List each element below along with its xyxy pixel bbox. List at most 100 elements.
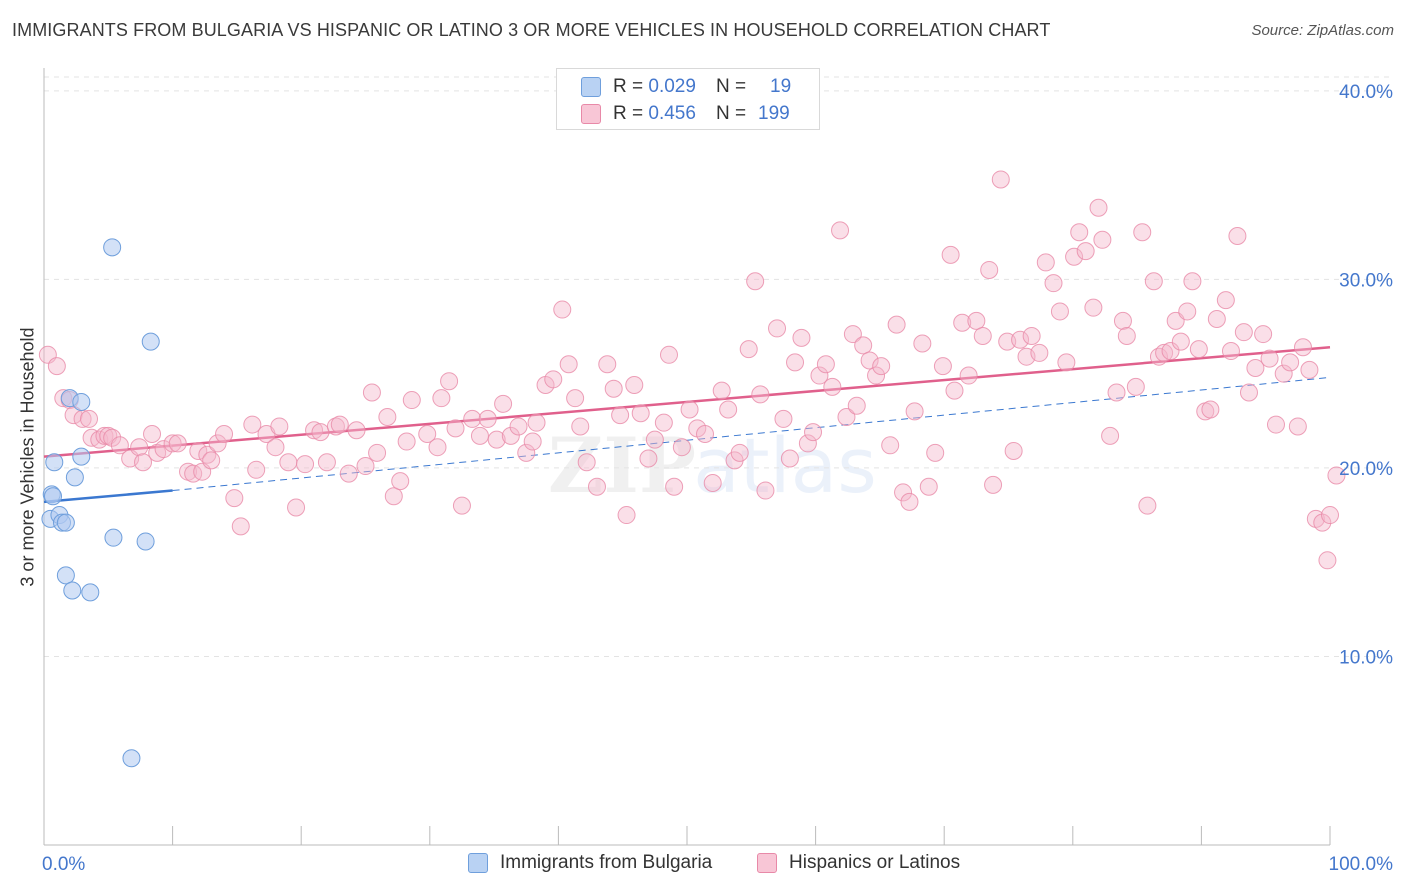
point-hispanic: [919, 477, 938, 496]
point-bulgaria: [72, 392, 91, 411]
point-hispanic: [1207, 309, 1226, 328]
point-hispanic: [470, 426, 489, 445]
point-hispanic: [418, 424, 437, 443]
point-hispanic: [672, 438, 691, 457]
point-hispanic: [356, 457, 375, 476]
point-hispanic: [768, 319, 787, 338]
point-hispanic: [571, 417, 590, 436]
point-hispanic: [887, 315, 906, 334]
legend-n-value: 19: [770, 76, 792, 97]
point-bulgaria: [141, 332, 160, 351]
point-hispanic: [926, 443, 945, 462]
point-hispanic: [1093, 230, 1112, 249]
point-hispanic: [509, 417, 528, 436]
point-hispanic: [696, 424, 715, 443]
point-hispanic: [279, 453, 298, 472]
point-hispanic: [1161, 342, 1180, 361]
point-bulgaria: [56, 566, 75, 585]
point-hispanic: [1281, 353, 1300, 372]
point-hispanic: [1266, 415, 1285, 434]
point-hispanic: [1313, 513, 1332, 532]
point-hispanic: [730, 443, 749, 462]
point-hispanic: [1057, 353, 1076, 372]
point-bulgaria: [104, 528, 123, 547]
point-hispanic: [1084, 298, 1103, 317]
point-hispanic: [941, 245, 960, 264]
point-hispanic: [154, 440, 173, 459]
point-hispanic: [780, 449, 799, 468]
point-hispanic: [501, 426, 520, 445]
point-hispanic: [617, 506, 636, 525]
point-hispanic: [143, 424, 162, 443]
point-hispanic: [95, 426, 114, 445]
source-label: Source: ZipAtlas.com: [1251, 22, 1394, 39]
point-hispanic: [397, 432, 416, 451]
point-hispanic: [208, 434, 227, 453]
point-hispanic: [1011, 330, 1030, 349]
point-hispanic: [110, 436, 129, 455]
point-hispanic: [566, 389, 585, 408]
bottom-legend-swatch-pink: [757, 853, 777, 873]
point-hispanic: [1293, 338, 1312, 357]
point-hispanic: [311, 423, 330, 442]
point-hispanic: [452, 496, 471, 515]
point-hispanic: [247, 460, 266, 479]
point-hispanic: [631, 404, 650, 423]
point-hispanic: [1171, 332, 1190, 351]
point-hispanic: [1070, 223, 1089, 242]
legend-r-label: R =: [613, 103, 644, 124]
point-hispanic: [611, 406, 630, 425]
point-hispanic: [339, 464, 358, 483]
point-hispanic: [287, 498, 306, 517]
point-hispanic: [317, 453, 336, 472]
point-hispanic: [1221, 342, 1240, 361]
point-hispanic: [527, 413, 546, 432]
point-bulgaria: [65, 468, 84, 487]
point-hispanic: [1189, 340, 1208, 359]
grid: [44, 76, 1392, 657]
point-hispanic: [816, 355, 835, 374]
point-hispanic: [1126, 377, 1145, 396]
point-hispanic: [1004, 441, 1023, 460]
point-bulgaria: [63, 581, 82, 600]
point-hispanic: [854, 336, 873, 355]
point-hispanic: [598, 355, 617, 374]
point-hispanic: [847, 396, 866, 415]
point-hispanic: [860, 351, 879, 370]
point-hispanic: [391, 472, 410, 491]
point-hispanic: [1201, 400, 1220, 419]
point-hispanic: [1107, 383, 1126, 402]
point-hispanic: [881, 436, 900, 455]
point-bulgaria: [56, 513, 75, 532]
point-hispanic: [837, 408, 856, 427]
point-hispanic: [967, 311, 986, 330]
point-hispanic: [64, 406, 83, 425]
point-hispanic: [953, 313, 972, 332]
point-hispanic: [810, 366, 829, 385]
point-hispanic: [680, 400, 699, 419]
point-hispanic: [1288, 417, 1307, 436]
x-tick-label-end: 100.0%: [1329, 854, 1394, 875]
point-hispanic: [1022, 326, 1041, 345]
point-hispanic: [134, 453, 153, 472]
point-hispanic: [872, 357, 891, 376]
point-hispanic: [945, 381, 964, 400]
legend-swatch-pink: [581, 104, 601, 124]
point-hispanic: [1050, 302, 1069, 321]
y-tick-label: 20.0%: [1339, 459, 1393, 480]
point-hispanic: [1117, 326, 1136, 345]
point-hispanic: [553, 300, 572, 319]
point-hispanic: [1178, 302, 1197, 321]
point-hispanic: [1246, 359, 1265, 378]
legend-n-label: N =: [715, 76, 747, 97]
point-hispanic: [1113, 311, 1132, 330]
point-hispanic: [973, 326, 992, 345]
point-hispanic: [378, 408, 397, 427]
point-hispanic: [831, 221, 850, 240]
point-hispanic: [215, 424, 234, 443]
point-hispanic: [712, 381, 731, 400]
point-hispanic: [1183, 272, 1202, 291]
point-hispanic: [1260, 349, 1279, 368]
point-hispanic: [894, 483, 913, 502]
point-bulgaria: [122, 749, 141, 768]
